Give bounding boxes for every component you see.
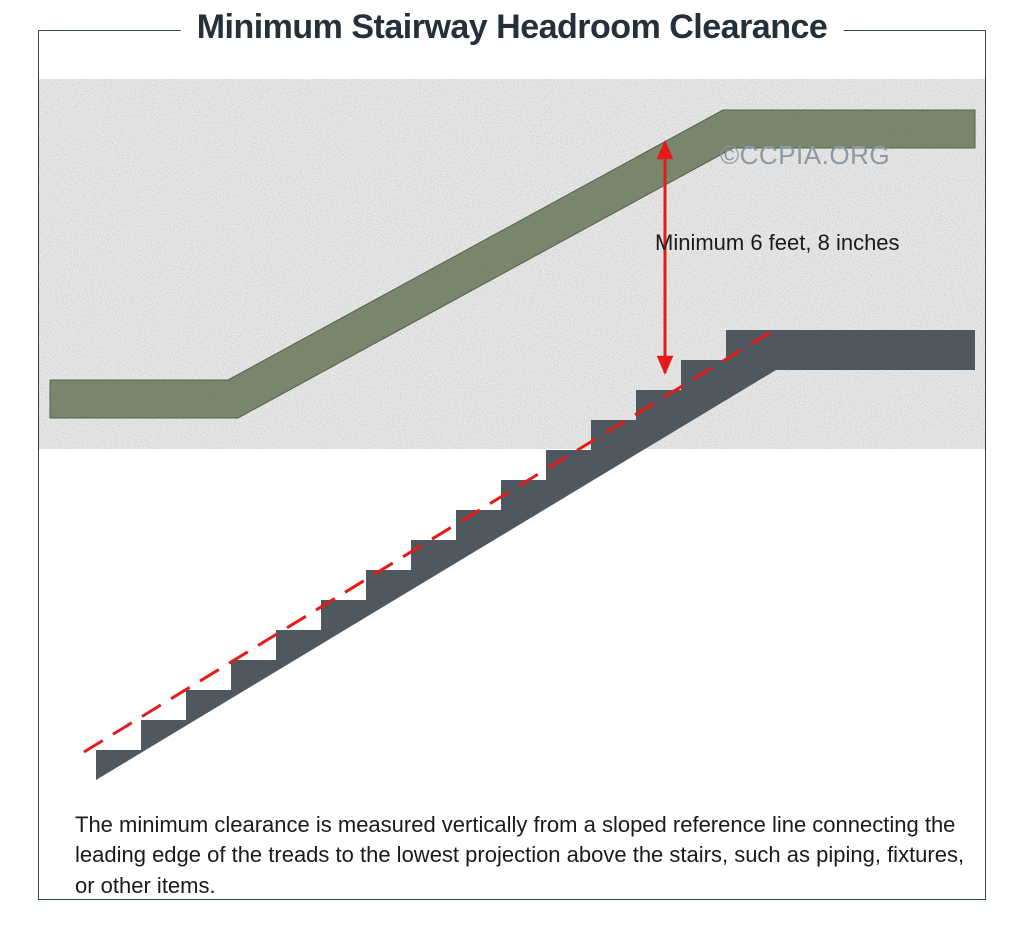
- clearance-arrow-head-bottom: [657, 356, 674, 375]
- watermark-text: ©CCPIA.ORG: [720, 140, 890, 171]
- clearance-dimension-label: Minimum 6 feet, 8 inches: [655, 230, 900, 256]
- caption-text: The minimum clearance is measured vertic…: [75, 810, 975, 901]
